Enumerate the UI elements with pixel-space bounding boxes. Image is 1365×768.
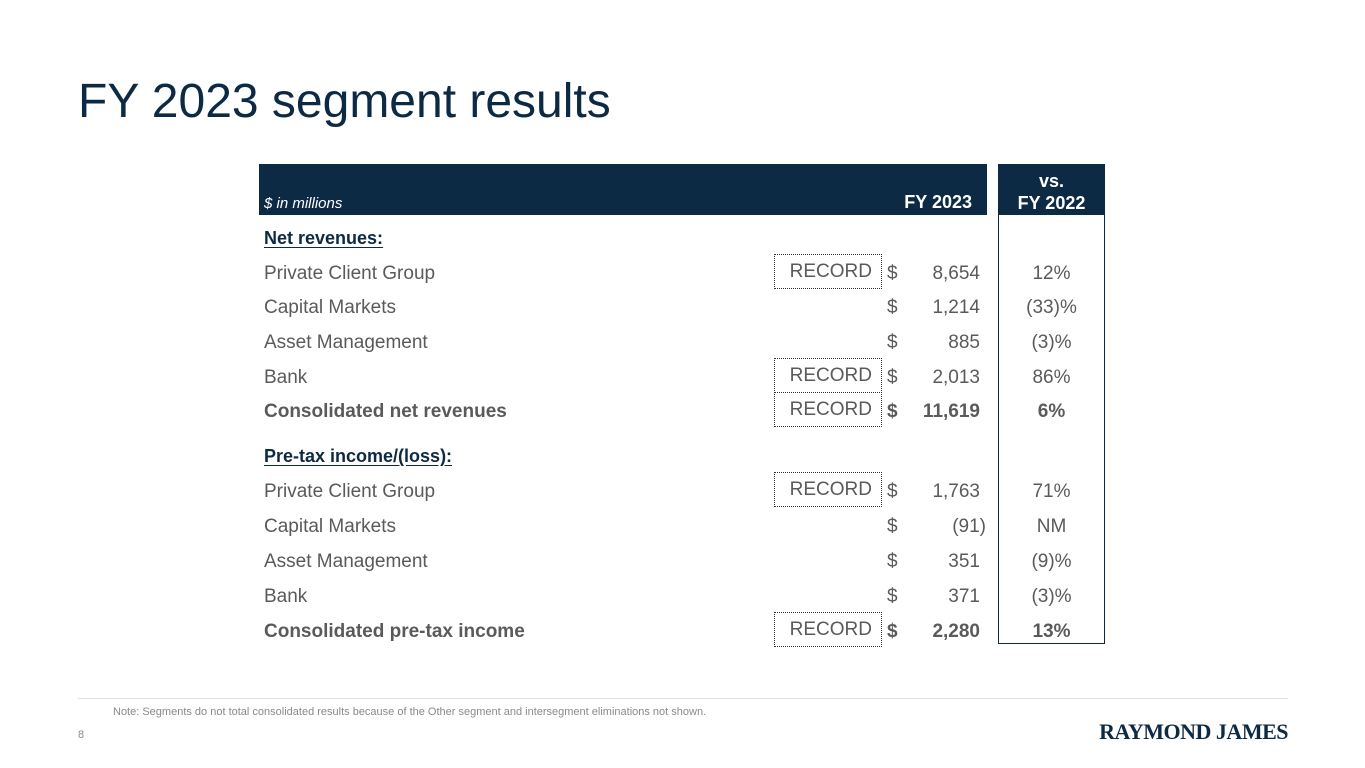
- change-value: (33)%: [1026, 297, 1077, 318]
- change-value: 71%: [1032, 481, 1071, 502]
- row-label: Capital Markets: [264, 516, 396, 537]
- amount-value: 11,619: [922, 401, 980, 422]
- currency-symbol: $: [887, 401, 898, 422]
- row-label: Private Client Group: [264, 263, 436, 284]
- comparison-header-line1: vs.: [1038, 171, 1065, 191]
- row-label: Consolidated net revenues: [264, 401, 507, 422]
- change-value: 12%: [1032, 263, 1071, 284]
- company-logo: RAYMOND JAMES: [1099, 719, 1288, 744]
- amount-value: 371: [948, 586, 980, 607]
- currency-symbol: $: [887, 332, 898, 353]
- row-label: Asset Management: [264, 332, 428, 353]
- table-row: Bank RECORD $ 2,013 86%: [264, 358, 1104, 394]
- currency-symbol: $: [887, 263, 898, 284]
- row-label: Consolidated pre-tax income: [264, 621, 525, 642]
- table-row: Asset Management $ 885 (3)%: [264, 325, 1104, 359]
- page-title: FY 2023 segment results: [78, 75, 611, 128]
- table-header: $ in millions FY 2023: [259, 164, 987, 215]
- units-label: $ in millions: [264, 195, 343, 212]
- amount-value: 351: [948, 551, 980, 572]
- change-value: (3)%: [1031, 332, 1072, 353]
- footer-divider: [78, 698, 1288, 699]
- record-badge: RECORD: [774, 254, 882, 289]
- period-header: FY 2023: [904, 192, 972, 212]
- amount-value: 2,280: [932, 621, 980, 642]
- pretax-income-title: Pre-tax income/(loss):: [264, 446, 453, 466]
- currency-symbol: $: [887, 297, 898, 318]
- amount-value: 1,763: [932, 481, 980, 502]
- row-label: Bank: [264, 367, 308, 388]
- amount-value: (91): [952, 516, 986, 537]
- page-number: 8: [78, 729, 85, 741]
- currency-symbol: $: [887, 481, 898, 502]
- currency-symbol: $: [887, 586, 898, 607]
- footnote: Note: Segments do not total consolidated…: [113, 706, 707, 718]
- comparison-header: vs. FY 2022: [999, 165, 1104, 215]
- change-value: (3)%: [1031, 586, 1072, 607]
- amount-value: 1,214: [932, 297, 980, 318]
- comparison-column: vs. FY 2022: [998, 164, 1105, 644]
- currency-symbol: $: [887, 621, 898, 642]
- currency-symbol: $: [887, 367, 898, 388]
- amount-value: 8,654: [932, 263, 980, 284]
- record-badge: RECORD: [774, 392, 882, 427]
- amount-value: 2,013: [932, 367, 980, 388]
- table-row: Asset Management $ 351 (9)%: [264, 544, 1104, 578]
- table-row: Private Client Group RECORD $ 8,654 12%: [264, 254, 1104, 290]
- table-row-total: Consolidated pre-tax income RECORD $ 2,2…: [264, 612, 1104, 648]
- change-value: (9)%: [1031, 551, 1072, 572]
- change-value: NM: [1036, 516, 1067, 537]
- net-revenues-title: Net revenues:: [264, 228, 384, 248]
- change-value: 86%: [1032, 367, 1071, 388]
- row-label: Capital Markets: [264, 297, 396, 318]
- comparison-header-line2: FY 2022: [1017, 193, 1086, 213]
- amount-value: 885: [948, 332, 980, 353]
- row-label: Asset Management: [264, 551, 428, 572]
- table-row: Bank $ 371 (3)%: [264, 579, 1104, 613]
- table-row-total: Consolidated net revenues RECORD $ 11,61…: [264, 392, 1104, 428]
- row-label: Bank: [264, 586, 308, 607]
- currency-symbol: $: [887, 516, 898, 537]
- table-row: Capital Markets $ 1,214 (33)%: [264, 290, 1104, 324]
- change-value: 13%: [1032, 621, 1071, 642]
- record-badge: RECORD: [774, 358, 882, 393]
- record-badge: RECORD: [774, 472, 882, 507]
- currency-symbol: $: [887, 551, 898, 572]
- table-row: Private Client Group RECORD $ 1,763 71%: [264, 472, 1104, 508]
- table-row: Capital Markets $ (91) NM: [264, 509, 1104, 543]
- row-label: Private Client Group: [264, 481, 436, 502]
- change-value: 6%: [1037, 401, 1066, 422]
- record-badge: RECORD: [774, 612, 882, 647]
